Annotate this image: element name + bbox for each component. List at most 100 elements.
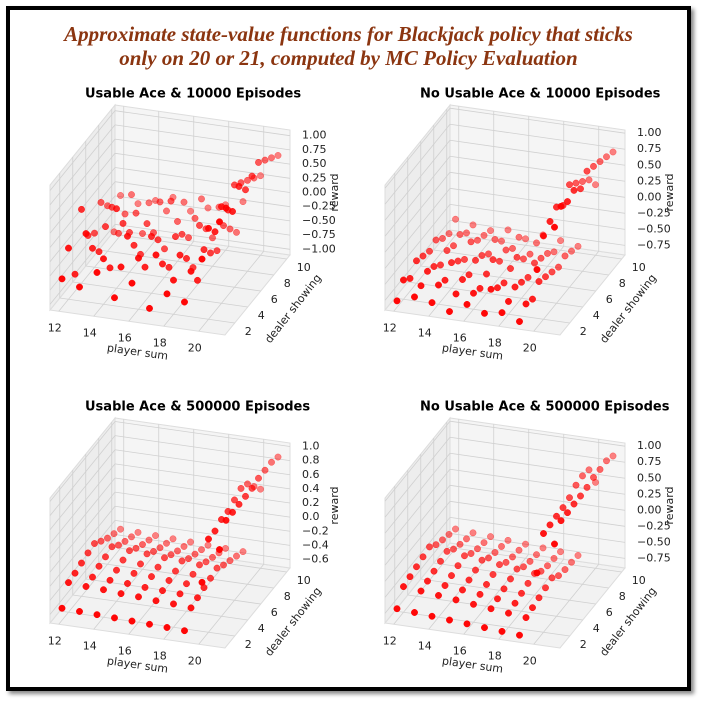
grid-line — [384, 107, 451, 189]
data-point — [553, 512, 560, 520]
data-point — [185, 234, 192, 242]
data-point — [148, 573, 155, 581]
data-point — [574, 242, 582, 250]
data-point — [487, 605, 495, 613]
grid-line — [449, 532, 626, 559]
x-tick-label: 14 — [83, 639, 97, 652]
data-point — [187, 604, 195, 612]
data-point — [487, 285, 495, 293]
data-point — [483, 581, 490, 588]
data-point — [141, 583, 149, 591]
grid-line — [58, 230, 125, 312]
data-point — [106, 264, 114, 272]
data-point — [211, 228, 219, 236]
grid-line — [111, 546, 287, 573]
grid-line — [93, 235, 160, 317]
data-point — [437, 261, 444, 269]
chart-title: No Usable Ace & 500000 Episodes — [420, 400, 670, 415]
data-point — [544, 562, 551, 570]
data-point — [84, 549, 92, 557]
grid-line — [384, 533, 451, 614]
data-point — [480, 539, 488, 547]
data-point — [248, 172, 256, 180]
y-tick-label: 4 — [593, 622, 600, 635]
x-tick-label: 14 — [418, 326, 432, 339]
data-point — [557, 202, 565, 210]
figure-frame: Approximate state-value functions for Bl… — [6, 6, 691, 691]
grid-line — [384, 140, 451, 221]
z-axis-label: reward — [663, 486, 676, 524]
grid-line — [449, 500, 626, 527]
data-point — [590, 473, 597, 481]
grid-line — [449, 107, 626, 134]
data-point — [248, 484, 256, 492]
data-point — [220, 561, 227, 569]
data-point — [526, 250, 534, 258]
z-axis-label: reward — [328, 486, 341, 524]
data-point — [134, 200, 142, 208]
data-point — [476, 284, 484, 292]
data-point — [502, 246, 510, 254]
grid-line — [114, 167, 291, 193]
data-point — [194, 594, 201, 602]
data-point — [222, 516, 230, 524]
grid-line — [128, 553, 195, 635]
data-point — [515, 546, 523, 554]
data-point — [555, 263, 562, 271]
data-point — [446, 616, 453, 624]
z-tick-label: 0.2 — [302, 496, 320, 509]
data-point — [406, 274, 414, 282]
grid-line — [114, 110, 291, 137]
data-point — [198, 578, 206, 586]
data-point — [200, 246, 208, 254]
data-point — [216, 218, 223, 226]
data-point — [435, 592, 442, 599]
data-point — [165, 577, 173, 584]
data-point — [551, 223, 558, 231]
data-point — [542, 584, 549, 592]
data-point — [174, 547, 181, 555]
grid-line — [72, 594, 248, 621]
data-point — [555, 572, 562, 580]
y-tick-label: 2 — [580, 325, 587, 338]
data-point — [609, 148, 617, 156]
data-point — [58, 275, 66, 283]
data-point — [454, 257, 462, 265]
data-point — [548, 574, 556, 582]
data-point — [268, 458, 275, 466]
data-point — [89, 573, 96, 581]
grid-line — [449, 139, 626, 166]
data-point — [443, 547, 451, 555]
z-tick-label: 0.75 — [302, 143, 327, 156]
grid-line — [498, 245, 565, 327]
data-point — [583, 167, 591, 175]
data-point — [211, 527, 219, 535]
data-point — [106, 576, 114, 584]
z-axis-label: reward — [663, 173, 676, 211]
data-point — [522, 614, 530, 622]
data-point — [469, 221, 477, 229]
data-point — [426, 543, 433, 551]
data-point — [432, 236, 440, 244]
grid-line — [449, 468, 626, 495]
data-point — [143, 550, 151, 558]
z-tick-label: 0.25 — [302, 171, 327, 184]
data-point — [113, 205, 120, 213]
y-tick-label: 8 — [284, 277, 291, 290]
data-point — [439, 536, 446, 544]
data-point — [209, 234, 216, 242]
data-point — [544, 249, 551, 257]
grid-line — [420, 265, 596, 292]
data-point — [570, 500, 578, 508]
data-point — [110, 530, 118, 538]
data-point — [481, 309, 488, 317]
data-point — [167, 551, 175, 559]
data-point — [524, 273, 532, 281]
data-point — [428, 299, 436, 307]
data-point — [257, 485, 264, 493]
z-tick-label: −1.00 — [302, 242, 336, 255]
data-point — [130, 569, 138, 577]
data-point — [187, 207, 194, 215]
data-point — [97, 198, 105, 206]
data-point — [472, 566, 479, 574]
